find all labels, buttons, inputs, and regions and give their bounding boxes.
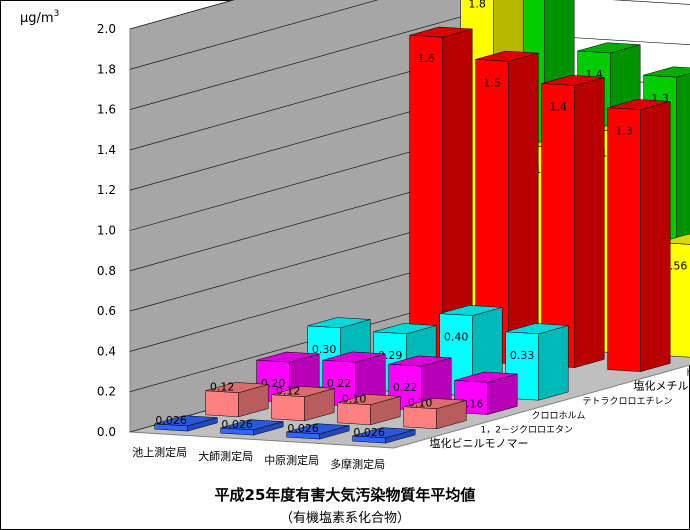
bar-front	[337, 402, 371, 426]
unit-label: μg/m3	[20, 9, 59, 26]
x-tick-label: 池上測定局	[132, 445, 187, 459]
bar: 1.4	[541, 75, 605, 368]
bar-top	[337, 394, 401, 405]
y-tick-label: 1.4	[97, 143, 116, 157]
bar-top	[403, 398, 467, 409]
data-label: 1.5	[483, 76, 501, 89]
bar-front	[607, 107, 641, 372]
bar: 0.22	[322, 351, 386, 407]
bar-top	[154, 415, 218, 427]
y-axis: 0.0 0.2 0.4 0.6 0.8 1.0 1.2 1.4 1.6 1.8 2.0	[97, 22, 116, 439]
bar-top	[541, 75, 605, 86]
bar-top	[388, 355, 452, 367]
bar-top	[439, 305, 503, 316]
bar-top	[205, 382, 269, 393]
bar: 0.22	[388, 355, 452, 411]
bar: 0.026	[220, 418, 284, 436]
bar-top	[256, 351, 320, 363]
y-tick-label: 0.2	[97, 385, 116, 399]
bar-top	[577, 42, 641, 54]
bar-top	[409, 26, 473, 38]
depth-tick-label: 塩化メチル	[634, 379, 689, 393]
data-label: 0.22	[327, 377, 352, 390]
chart-3d-bar: 0.0 0.2 0.4 0.6 0.8 1.0 1.2 1.4 1.6 1.8 2.0 1.8 1.4…	[20, 0, 690, 471]
data-label: 0.026	[287, 422, 319, 435]
y-tick-label: 2.0	[97, 22, 116, 36]
bar: 0.10	[403, 397, 467, 430]
bar-top	[505, 323, 569, 335]
bar-top	[607, 99, 671, 110]
y-tick-label: 1.8	[97, 62, 116, 76]
y-tick-label: 1.2	[97, 183, 116, 197]
bar-top	[286, 423, 350, 435]
bar: 0.026	[286, 422, 350, 440]
y-tick-label: 0.6	[97, 304, 116, 318]
data-label: 1.6	[417, 52, 435, 65]
bar-front	[205, 390, 239, 418]
data-label: 0.026	[353, 426, 385, 439]
data-label: 1.4	[549, 101, 567, 114]
bar: 1.6	[409, 26, 473, 360]
x-axis-labels: 池上測定局 大師測定局 中原測定局 多摩測定局	[132, 445, 385, 471]
bar-front	[409, 34, 443, 360]
bar-top	[352, 427, 416, 439]
depth-tick-label: 1，2－ジクロロエタン	[481, 425, 573, 436]
data-label: 0.40	[444, 331, 469, 344]
depth-tick-label: クロロホルム	[532, 410, 586, 421]
data-label: 1.3	[615, 125, 633, 138]
bar-top	[307, 317, 371, 329]
depth-tick-label: テトラクロロエチレン	[583, 396, 673, 407]
bar: 0.026	[154, 414, 218, 432]
y-tick-label: 0.4	[97, 344, 116, 358]
bar-side	[538, 325, 569, 401]
x-tick-label: 多摩測定局	[330, 457, 385, 471]
data-label: 0.33	[510, 349, 535, 362]
depth-tick-label: トリクロロエチレン	[685, 367, 690, 378]
data-label: 0.12	[210, 381, 235, 394]
gridline	[129, 0, 379, 70]
bars: 1.81.41.32.01.81.01.10.561.61.51.41.30.3…	[154, 0, 690, 444]
x-tick-label: 中原測定局	[264, 453, 319, 467]
y-tick-label: 0.8	[97, 264, 116, 278]
bar-top	[475, 50, 539, 62]
data-label: 0.026	[221, 418, 253, 431]
chart-subtitle: （有機塩素系化合物）	[279, 511, 410, 526]
bar-front	[271, 394, 305, 422]
bar-top	[220, 419, 284, 431]
bar-top	[454, 371, 518, 383]
bar: 1.3	[607, 99, 671, 372]
x-tick-label: 大師測定局	[198, 449, 253, 463]
y-tick-label: 1.6	[97, 103, 116, 117]
bar-front	[403, 406, 437, 430]
bar: 0.10	[337, 393, 401, 426]
data-label: 0.10	[342, 393, 367, 406]
y-tick-label: 0.0	[97, 425, 116, 439]
bar-side	[574, 76, 605, 368]
chart-title: 平成25年度有害大気汚染物質年平均値	[214, 486, 476, 504]
bar: 0.026	[352, 426, 416, 444]
data-label: 0.10	[408, 397, 433, 410]
gridline	[129, 0, 690, 110]
data-label: 0.026	[155, 414, 187, 427]
bar-top	[643, 66, 690, 78]
bar-side	[508, 52, 539, 364]
bar-top	[271, 386, 335, 397]
data-label: 0.30	[312, 343, 337, 356]
bar: 0.12	[271, 385, 335, 422]
bar-side	[640, 101, 671, 372]
data-label: 0.22	[393, 381, 418, 394]
y-tick-label: 1.0	[97, 224, 116, 238]
depth-tick-label: 塩化ビニルモノマー	[430, 436, 529, 450]
bar-top	[322, 351, 386, 363]
bar-top	[373, 323, 437, 335]
bar: 1.5	[475, 50, 539, 364]
data-label: 1.8	[468, 0, 486, 11]
bar: 0.12	[205, 381, 269, 418]
data-label: 0.12	[276, 385, 301, 398]
